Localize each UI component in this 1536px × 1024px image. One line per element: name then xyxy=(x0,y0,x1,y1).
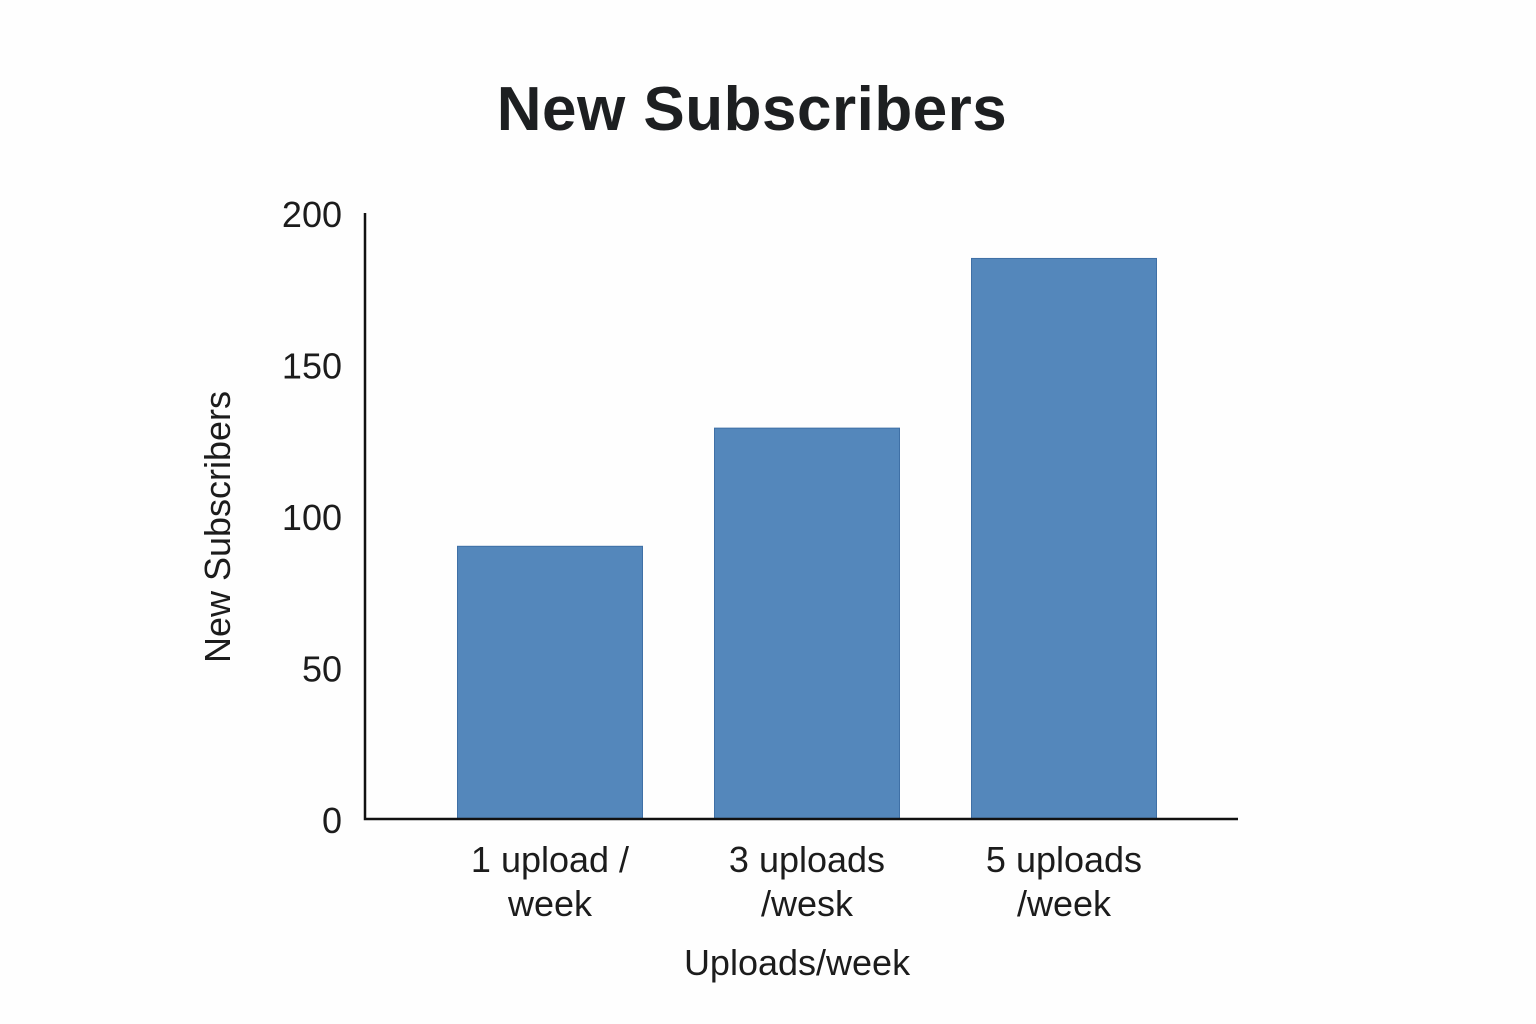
x-category-line: week xyxy=(507,883,593,924)
x-category-line: 3 uploads xyxy=(729,839,885,880)
y-tick-label-100: 100 xyxy=(282,497,342,538)
bars-layer xyxy=(457,257,1157,820)
bar-3 xyxy=(971,257,1157,820)
y-tick-label-200: 200 xyxy=(282,194,342,235)
x-category-label-2: 3 uploads/wesk xyxy=(729,839,885,924)
x-category-line: /week xyxy=(1017,883,1112,924)
y-tick-labels: 0 50 100 150 200 xyxy=(282,194,342,841)
y-tick-label-150: 150 xyxy=(282,346,342,387)
x-axis-title: Uploads/week xyxy=(684,942,911,983)
bar-2 xyxy=(714,427,900,820)
chart-title: New Subscribers xyxy=(496,75,1008,144)
y-tick-label-0: 0 xyxy=(322,800,342,841)
x-category-line: 1 upload / xyxy=(471,839,629,880)
axes-lines xyxy=(363,213,1238,821)
bar-1 xyxy=(457,545,643,820)
x-category-labels: 1 upload / week 3 uploads/wesk 5 uploads/we… xyxy=(471,839,1142,924)
y-tick-label-50: 50 xyxy=(302,649,342,690)
x-category-line: /wesk xyxy=(761,883,854,924)
x-category-label-3: 5 uploads/week xyxy=(986,839,1142,924)
x-category-line: 5 uploads xyxy=(986,839,1142,880)
x-category-label-1: 1 upload / week xyxy=(471,839,629,924)
y-axis-title: New Subscribers xyxy=(197,391,238,663)
